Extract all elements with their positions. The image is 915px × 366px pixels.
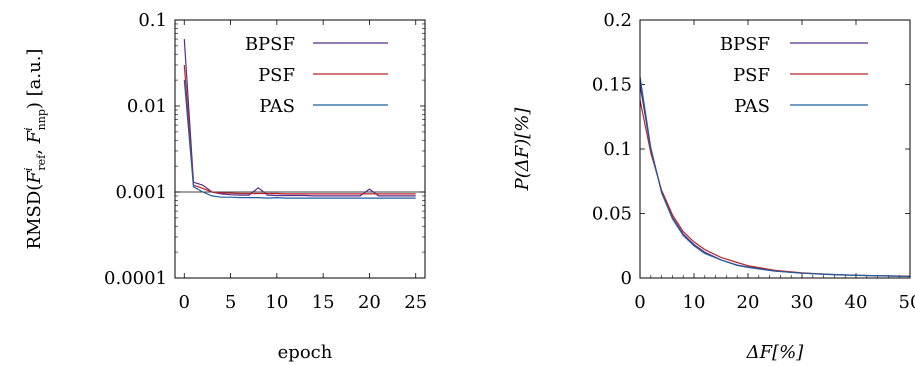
chart1-y-axis-label: P(ΔF)[%]: [512, 107, 533, 192]
chart-rmsd-vs-epoch: 0 5 10 15 20 25 0.0001 0.001 0.01 0.1 BPSF PSF PA…: [22, 10, 427, 363]
chart1-plot-frame: [639, 19, 911, 279]
chart0-x-axis-label: epoch: [278, 342, 333, 363]
chart1-y-tick-label: 0.1: [603, 139, 632, 160]
chart1-series-line-pas: [639, 76, 911, 278]
chart0-x-tick-label: 25: [404, 292, 427, 313]
chart0-x-tick-label: 20: [358, 292, 381, 313]
chart1-series: [639, 76, 911, 278]
chart1-series-line-psf: [639, 99, 911, 277]
chart0-y-tick-label: 0.01: [127, 96, 167, 117]
chart0-ticks: 0 5 10 15 20 25 0.0001 0.001 0.01 0.1: [104, 10, 427, 313]
chart1-x-tick-label: 10: [683, 292, 706, 313]
chart1-x-axis-label: ΔF[%]: [746, 342, 805, 363]
chart1-y-tick-label: 0.2: [603, 10, 632, 31]
chart0-legend-label-bpsf: BPSF: [245, 34, 295, 55]
chart1-legend-label-bpsf: BPSF: [720, 34, 770, 55]
chart1-x-tick-label: 20: [737, 292, 760, 313]
chart0-series-line-pas: [183, 80, 416, 199]
chart0-legend-label-pas: PAS: [259, 96, 295, 117]
chart0-plot-frame: [174, 19, 426, 279]
chart1-x-tick-label: 0: [634, 292, 645, 313]
chart0-x-tick-label: 5: [225, 292, 236, 313]
chart0-y-tick-label: 0.0001: [104, 268, 167, 289]
chart0-x-tick-label: 15: [312, 292, 335, 313]
chart1-y-tick-label: 0.05: [592, 204, 632, 225]
chart0-legend-label-psf: PSF: [258, 65, 295, 86]
chart1-ticks: 0 10 20 30 40 50 0 0.05 0.1 0.15 0.2: [592, 10, 915, 313]
chart1-y-tick-label: 0.15: [592, 75, 632, 96]
chart0-x-tick-label: 10: [265, 292, 288, 313]
chart0-y-tick-label: 0.1: [138, 10, 167, 31]
chart0-x-tick-label: 0: [179, 292, 190, 313]
chart0-y-axis-label: RMSD(Firef, Finnp) [a.u.]: [22, 49, 48, 250]
chart0-y-tick-label: 0.001: [115, 182, 167, 203]
chart1-y-tick-label: 0: [621, 268, 632, 289]
chart0-legend: BPSF PSF PAS: [245, 34, 388, 117]
chart0-series-line-psf: [183, 64, 416, 195]
chart-probability-vs-deltaF: 0102030405000.050.10.150.2 BPSF PSF PAS …: [512, 10, 915, 363]
chart1-x-tick-label: 40: [845, 292, 868, 313]
chart1-legend: BPSF PSF PAS: [720, 34, 868, 117]
chart0-series: [183, 39, 416, 199]
chart1-legend-label-psf: PSF: [733, 65, 770, 86]
chart1-x-tick-label: 30: [791, 292, 814, 313]
chart0-series-line-bpsf: [183, 39, 416, 197]
chart1-x-tick-label: 50: [899, 292, 915, 313]
chart1-legend-label-pas: PAS: [734, 96, 770, 117]
chart1-series-line-bpsf: [639, 84, 911, 277]
